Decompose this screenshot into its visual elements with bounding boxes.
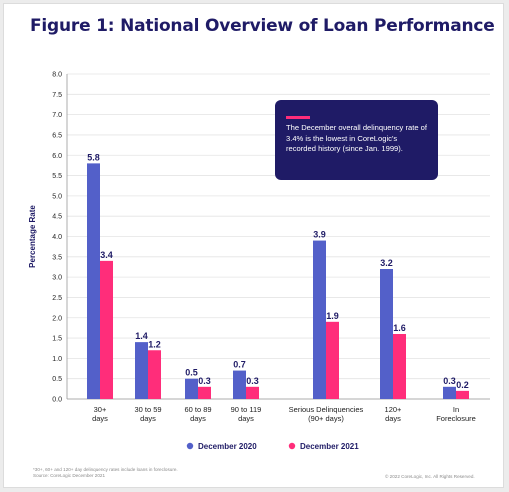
bar-december-2020 bbox=[87, 163, 100, 399]
y-tick-label: 1.0 bbox=[52, 356, 62, 363]
legend-label: December 2020 bbox=[198, 442, 257, 451]
data-label: 5.8 bbox=[87, 152, 100, 162]
data-label: 0.2 bbox=[456, 380, 469, 390]
x-tick-label: 120+ bbox=[385, 405, 403, 414]
figure-title: Figure 1: National Overview of Loan Perf… bbox=[30, 16, 495, 36]
data-label: 0.3 bbox=[443, 376, 456, 386]
y-tick-label: 5.0 bbox=[52, 193, 62, 200]
bar-december-2021 bbox=[198, 386, 211, 399]
copyright: © 2022 CoreLogic, Inc. All Rights Reserv… bbox=[385, 474, 475, 479]
bar-december-2020 bbox=[233, 370, 246, 399]
bar-december-2020 bbox=[380, 269, 393, 399]
y-tick-label: 0.5 bbox=[52, 376, 62, 383]
y-axis-label: Percentage Rate bbox=[28, 205, 37, 268]
x-tick-label: days bbox=[385, 414, 401, 423]
x-tick-label: 30 to 59 bbox=[134, 405, 161, 414]
data-label: 1.2 bbox=[148, 339, 161, 349]
data-label: 1.6 bbox=[393, 323, 406, 333]
callout-box: The December overall delinquency rate of… bbox=[275, 100, 438, 180]
bar-december-2021 bbox=[100, 260, 113, 399]
bar-december-2021 bbox=[246, 386, 259, 399]
y-tick-label: 7.5 bbox=[52, 92, 62, 99]
footnote: *30+, 60+ and 120+ day delinquency rates… bbox=[33, 467, 178, 479]
y-tick-label: 5.5 bbox=[52, 173, 62, 180]
data-label: 3.9 bbox=[313, 230, 326, 240]
y-tick-label: 6.0 bbox=[52, 153, 62, 160]
y-tick-label: 2.5 bbox=[52, 295, 62, 302]
bar-december-2021 bbox=[148, 350, 161, 399]
data-label: 1.9 bbox=[326, 311, 339, 321]
bar-december-2021 bbox=[326, 321, 339, 399]
x-tick-label: days bbox=[140, 414, 156, 423]
data-label: 3.4 bbox=[100, 250, 113, 260]
x-tick-label: 90 to 119 bbox=[231, 405, 262, 414]
x-tick-label: days bbox=[238, 414, 254, 423]
bar-december-2021 bbox=[456, 390, 469, 399]
data-label: 3.2 bbox=[380, 258, 393, 268]
data-label: 0.5 bbox=[185, 368, 198, 378]
y-tick-label: 8.0 bbox=[52, 72, 62, 79]
x-tick-label: Serious Delinquencies bbox=[289, 405, 364, 414]
callout-text: The December overall delinquency rate of… bbox=[286, 123, 427, 153]
y-tick-label: 6.5 bbox=[52, 132, 62, 139]
data-label: 0.7 bbox=[233, 360, 246, 370]
bar-december-2021 bbox=[393, 334, 406, 399]
x-tick-label: days bbox=[190, 414, 206, 423]
y-tick-label: 7.0 bbox=[52, 112, 62, 119]
footnote-line: *30+, 60+ and 120+ day delinquency rates… bbox=[33, 467, 178, 472]
footnote-source: Source: CoreLogic December 2021 bbox=[33, 473, 106, 478]
bar-december-2020 bbox=[135, 342, 148, 399]
bar-chart: 0.0 0.5 1.0 1.5 2.0 2.5 3.0 3.5 4.0 4.5 5.0 5.5 6.0 6… bbox=[28, 72, 490, 451]
bar-december-2020 bbox=[185, 378, 198, 399]
y-tick-label: 1.5 bbox=[52, 336, 62, 343]
figure-card: Figure 1: National Overview of Loan Perf… bbox=[3, 3, 504, 488]
legend-marker bbox=[186, 442, 194, 450]
bar-december-2020 bbox=[443, 386, 456, 399]
y-tick-label: 4.5 bbox=[52, 214, 62, 221]
x-tick-label: (90+ days) bbox=[308, 414, 344, 423]
x-tick-label: 60 to 89 bbox=[184, 405, 211, 414]
x-tick-label: 30+ bbox=[94, 405, 107, 414]
x-tick-label: Foreclosure bbox=[436, 414, 476, 423]
legend-label: December 2021 bbox=[300, 442, 359, 451]
y-tick-label: 3.5 bbox=[52, 254, 62, 261]
x-tick-label: In bbox=[453, 405, 459, 414]
data-label: 0.3 bbox=[246, 376, 259, 386]
y-tick-label: 2.0 bbox=[52, 315, 62, 322]
bar-december-2020 bbox=[313, 240, 326, 399]
callout-accent-bar bbox=[286, 116, 310, 119]
data-label: 1.4 bbox=[135, 331, 148, 341]
x-tick-label: days bbox=[92, 414, 108, 423]
data-label: 0.3 bbox=[198, 376, 211, 386]
legend-marker bbox=[288, 442, 296, 450]
y-tick-label: 3.0 bbox=[52, 275, 62, 282]
y-tick-label: 0.0 bbox=[52, 397, 62, 404]
y-tick-label: 4.0 bbox=[52, 234, 62, 241]
